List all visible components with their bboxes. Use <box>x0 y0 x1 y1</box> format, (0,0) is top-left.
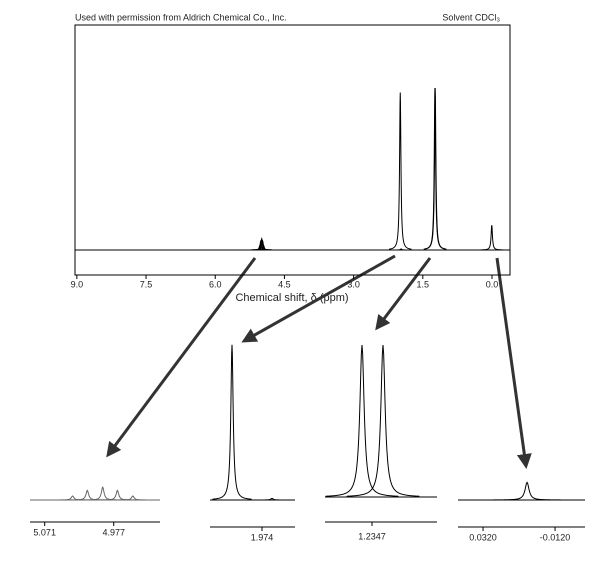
peak <box>252 244 275 251</box>
arrow <box>375 257 432 331</box>
x-tick-label: 1.2347 <box>358 531 386 541</box>
x-tick-label: 3.0 <box>347 279 360 289</box>
peak <box>95 489 140 501</box>
x-axis-label: Chemical shift, δ (ppm) <box>235 292 348 304</box>
arrow <box>495 257 532 469</box>
x-tick-label: 4.5 <box>278 279 291 289</box>
peak <box>325 344 399 497</box>
x-tick-label: 0.0320 <box>469 532 497 542</box>
peak <box>110 495 156 501</box>
x-tick-label: 4.977 <box>102 527 125 537</box>
credit: Used with permission from Aldrich Chemic… <box>75 12 287 22</box>
peak <box>493 481 561 501</box>
x-tick-label: 0.0 <box>486 279 499 289</box>
x-tick-label: -0.0120 <box>540 532 571 542</box>
peak <box>423 87 447 250</box>
peak <box>480 225 503 251</box>
peak <box>212 344 252 500</box>
peak <box>388 92 412 250</box>
x-tick-label: 6.0 <box>209 279 222 289</box>
peak <box>389 248 413 251</box>
x-tick-label: 7.5 <box>140 279 153 289</box>
x-tick-label: 5.071 <box>33 527 56 537</box>
solvent: Solvent CDCl₃ <box>442 12 500 22</box>
arrow <box>241 254 396 343</box>
peak <box>346 344 420 497</box>
x-tick-label: 9.0 <box>71 279 84 289</box>
x-tick-label: 1.5 <box>417 279 430 289</box>
peak <box>252 497 292 501</box>
plot-frame <box>74 24 511 276</box>
x-tick-label: 1.974 <box>251 532 274 542</box>
peak <box>64 489 110 501</box>
arrow <box>106 257 257 458</box>
